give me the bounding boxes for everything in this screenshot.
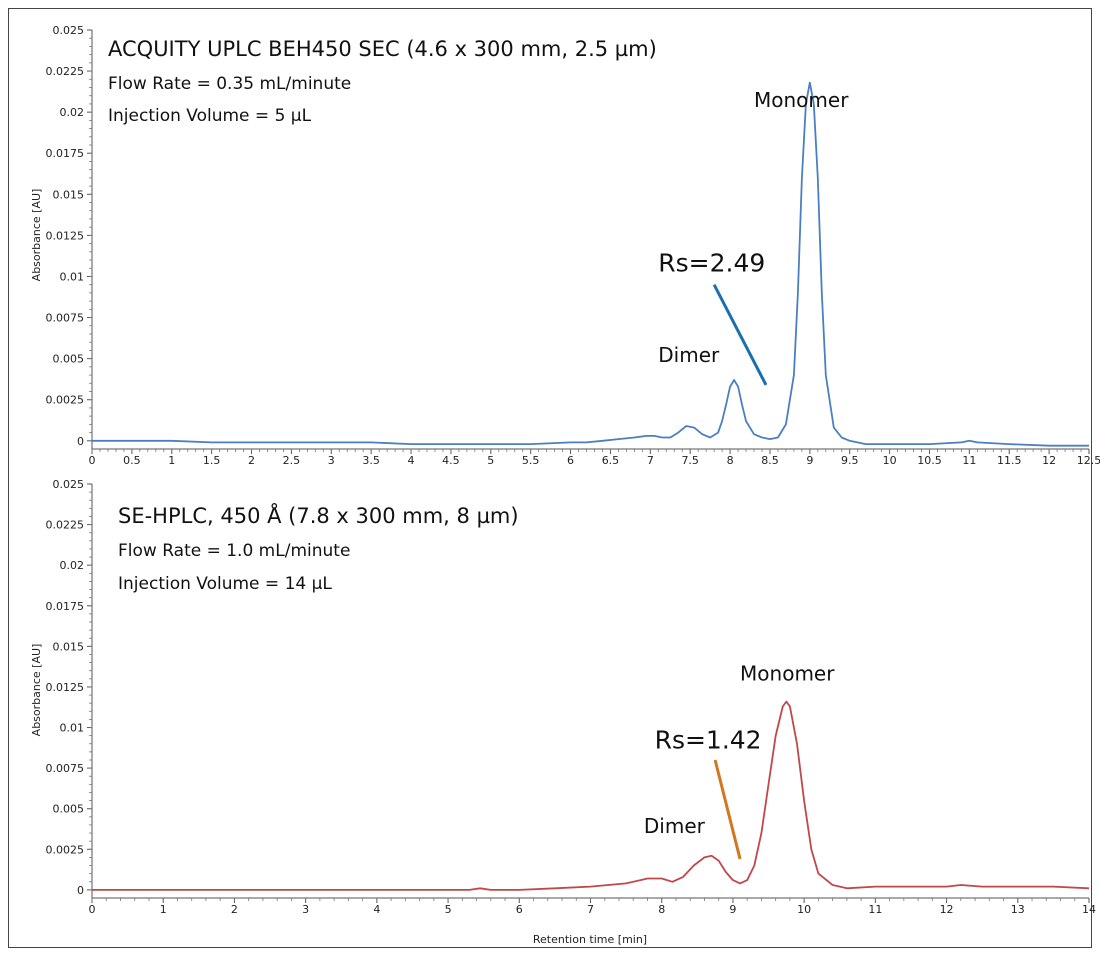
y-tick-label-top: 0.0175 <box>46 147 85 160</box>
flow-rate-top: Flow Rate = 0.35 mL/minute <box>108 74 351 94</box>
y-tick-label-top: 0.01 <box>60 270 85 283</box>
axes-top: 0 0.0025 0.005 0.0075 0.01 0.0125 0.015 0.0175 0… <box>46 24 1100 467</box>
x-tick-label-bottom: 9 <box>729 903 736 916</box>
chart-title-top: ACQUITY UPLC BEH450 SEC (4.6 x 300 mm, 2… <box>108 37 657 61</box>
x-tick-label-top: 1.5 <box>203 454 221 467</box>
y-tick-label-bottom: 0.015 <box>53 640 85 653</box>
x-axis-label-bottom: Retention time [min] <box>533 933 647 946</box>
series-top <box>92 81 1089 447</box>
flow-rate-bottom: Flow Rate = 1.0 mL/minute <box>118 541 350 561</box>
chart-title-bottom: SE-HPLC, 450 Å (7.8 x 300 mm, 8 µm) <box>118 502 519 528</box>
peak-label-bottom: Monomer <box>740 661 835 685</box>
x-tick-label-bottom: 2 <box>231 903 238 916</box>
y-tick-label-bottom: 0.01 <box>60 722 85 735</box>
resolution-label-top: Rs=2.49 <box>658 249 765 278</box>
x-tick-label-top: 4.5 <box>442 454 460 467</box>
figure-frame <box>8 8 1092 948</box>
x-tick-label-top: 6.5 <box>602 454 620 467</box>
peak-label-top: Monomer <box>754 88 849 112</box>
x-tick-label-top: 3 <box>328 454 335 467</box>
y-tick-label-top: 0.015 <box>53 188 85 201</box>
x-tick-label-top: 12.5 <box>1077 454 1100 467</box>
trace-line-top <box>92 81 1089 447</box>
y-tick-label-top: 0.0125 <box>46 229 85 242</box>
resolution-pointer-top <box>712 283 768 386</box>
y-tick-label-bottom: 0.025 <box>53 478 85 491</box>
x-tick-label-top: 8.5 <box>761 454 779 467</box>
y-tick-label-top: 0.025 <box>53 24 85 37</box>
x-tick-label-bottom: 12 <box>940 903 954 916</box>
x-tick-label-bottom: 3 <box>302 903 309 916</box>
x-tick-label-bottom: 10 <box>797 903 811 916</box>
x-tick-label-top: 6 <box>567 454 574 467</box>
x-tick-label-bottom: 1 <box>160 903 167 916</box>
x-tick-label-top: 8 <box>727 454 734 467</box>
injection-volume-top: Injection Volume = 5 µL <box>108 106 312 126</box>
x-tick-label-top: 4 <box>408 454 415 467</box>
y-tick-label-top: 0.0075 <box>46 312 85 325</box>
x-tick-label-bottom: 5 <box>445 903 452 916</box>
y-tick-label-bottom: 0.0175 <box>46 600 85 613</box>
y-tick-label-top: 0.02 <box>60 106 85 119</box>
x-tick-label-top: 10 <box>883 454 897 467</box>
x-tick-label-top: 9.5 <box>841 454 859 467</box>
axes-bottom: 0 0.0025 0.005 0.0075 0.01 0.0125 0.015 0.0175 0… <box>46 478 1097 916</box>
peak-label-top: Dimer <box>658 343 720 367</box>
x-tick-label-bottom: 4 <box>373 903 380 916</box>
x-tick-label-top: 2 <box>248 454 255 467</box>
x-tick-label-top: 0.5 <box>123 454 141 467</box>
y-tick-label-top: 0 <box>77 435 84 448</box>
chart-panel-bottom: Absorbance [AU] SE-HPLC, 450 Å (7.8 x 30… <box>30 478 1096 946</box>
x-tick-label-bottom: 6 <box>516 903 523 916</box>
x-tick-label-bottom: 0 <box>89 903 96 916</box>
x-tick-label-bottom: 14 <box>1082 903 1096 916</box>
y-tick-label-bottom: 0.0075 <box>46 762 85 775</box>
trace-line-bottom <box>92 700 1090 891</box>
series-bottom <box>92 700 1090 891</box>
x-tick-label-bottom: 13 <box>1011 903 1025 916</box>
x-tick-label-top: 10.5 <box>917 454 942 467</box>
x-tick-label-top: 7.5 <box>681 454 699 467</box>
x-tick-label-top: 11 <box>962 454 976 467</box>
resolution-label-bottom: Rs=1.42 <box>655 726 762 755</box>
y-tick-label-top: 0.005 <box>53 353 85 366</box>
x-tick-label-top: 12 <box>1042 454 1056 467</box>
y-tick-label-bottom: 0 <box>77 884 84 897</box>
y-tick-label-bottom: 0.005 <box>53 803 85 816</box>
x-tick-label-top: 0 <box>89 454 96 467</box>
y-tick-label-top: 0.0225 <box>46 65 85 78</box>
x-tick-label-top: 11.5 <box>997 454 1022 467</box>
peak-label-bottom: Dimer <box>644 814 706 838</box>
x-tick-label-bottom: 11 <box>868 903 882 916</box>
x-tick-label-top: 9 <box>806 454 813 467</box>
y-tick-label-top: 0.0025 <box>46 394 85 407</box>
x-tick-label-top: 1 <box>168 454 175 467</box>
peak-labels-bottom: Monomer Rs=1.42 Dimer <box>644 661 835 860</box>
x-tick-label-top: 2.5 <box>283 454 301 467</box>
y-tick-label-bottom: 0.0025 <box>46 843 85 856</box>
peak-labels-top: Monomer Rs=2.49 Dimer <box>658 88 849 386</box>
x-tick-label-top: 7 <box>647 454 654 467</box>
chart-panel-top: Absorbance [AU] ACQUITY UPLC BEH450 SEC … <box>30 24 1100 467</box>
x-tick-label-top: 3.5 <box>362 454 380 467</box>
y-axis-label-top: Absorbance [AU] <box>30 189 43 282</box>
y-axis-label-bottom: Absorbance [AU] <box>30 644 43 737</box>
y-tick-label-bottom: 0.0225 <box>46 519 85 532</box>
x-tick-label-top: 5 <box>487 454 494 467</box>
injection-volume-bottom: Injection Volume = 14 µL <box>118 574 332 594</box>
x-tick-label-bottom: 7 <box>587 903 594 916</box>
y-tick-label-bottom: 0.02 <box>60 559 85 572</box>
x-tick-label-bottom: 8 <box>658 903 665 916</box>
x-tick-label-top: 5.5 <box>522 454 540 467</box>
y-tick-label-bottom: 0.0125 <box>46 681 85 694</box>
resolution-pointer-bottom <box>713 759 742 860</box>
